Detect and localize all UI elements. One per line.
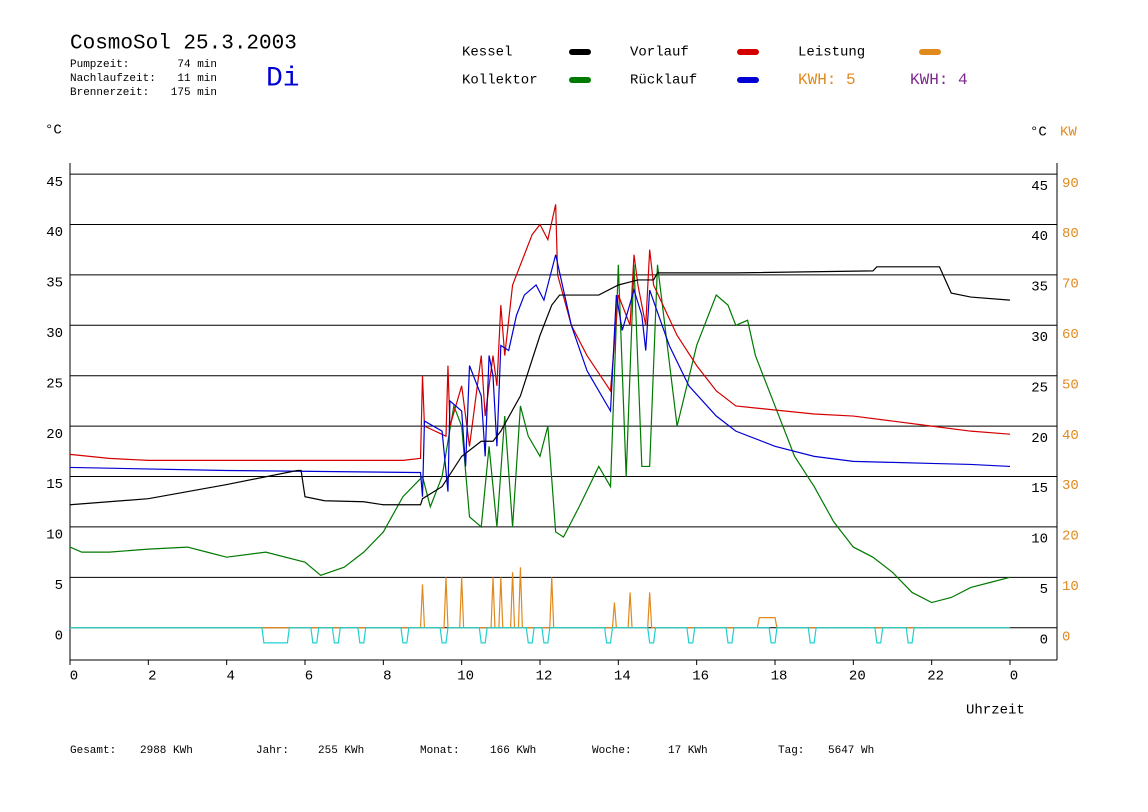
x-tick-label: 16 [692,669,709,685]
y-tick-label: 20 [46,427,63,443]
y-axis-label: °C [45,123,62,139]
y-tick-label: 40 [46,225,63,241]
legend-label: Vorlauf [630,45,689,61]
kwh-label: KWH: 4 [910,71,968,89]
legend-label: Kessel [462,45,512,61]
y2-tick-label: 0 [1062,629,1070,645]
series-line [70,567,1010,629]
kwh-label: KWH: 5 [798,71,856,89]
y-tick-label: 45 [46,175,63,191]
info-label: Nachlaufzeit: [70,73,156,85]
y2-tick-label: 70 [1062,277,1079,293]
y-tick-label: 15 [46,477,63,493]
weekday: Di [266,63,300,94]
y-tick-label: 35 [46,276,63,292]
series-line [69,264,1011,604]
y2-tick-label: 90 [1062,176,1079,192]
footer-label: Woche: [592,745,632,757]
info-value: 11 min [177,73,217,85]
x-tick-label: 4 [226,669,234,685]
x-tick-label: 14 [614,669,631,685]
x-tick-label: 22 [927,669,944,685]
y-tick-label: 30 [46,326,63,342]
info-value: 175 min [171,87,217,99]
legend-label: Kollektor [462,73,538,89]
footer-label: Jahr: [256,745,289,757]
x-tick-label: 12 [536,669,553,685]
y-tick-label-right: 15 [1031,481,1048,497]
y-tick-label-right: 20 [1031,431,1048,447]
x-tick-label: 0 [1010,669,1018,685]
y-tick-label: 10 [46,528,63,544]
x-tick-label: 2 [148,669,156,685]
y2-tick-label: 10 [1062,579,1079,595]
y-tick-label: 25 [46,376,63,392]
y2-tick-label: 60 [1062,327,1079,343]
info-value: 74 min [177,59,217,71]
y-tick-label-right: 40 [1031,229,1048,245]
footer-label: Tag: [778,745,804,757]
x-tick-label: 20 [849,669,866,685]
y2-tick-label: 30 [1062,478,1079,494]
chart-title: CosmoSol 25.3.2003 [70,33,297,56]
y2-tick-label: 40 [1062,428,1079,444]
footer-value: 2988 KWh [140,745,193,757]
x-tick-label: 6 [305,669,313,685]
y2-axis-label: KW [1060,125,1077,141]
x-axis-label: Uhrzeit [966,703,1025,719]
x-tick-label: 18 [771,669,788,685]
legend-label: Rücklauf [630,73,697,89]
y2-tick-label: 80 [1062,226,1079,242]
footer-label: Monat: [420,745,460,757]
footer-value: 255 KWh [318,745,364,757]
x-tick-label: 8 [383,669,391,685]
series-line [70,627,1010,644]
y-tick-label-right: 10 [1031,532,1048,548]
x-tick-label: 0 [70,669,78,685]
y-axis-label-right: °C [1030,125,1047,141]
series-line [69,266,1011,506]
footer-value: 166 KWh [490,745,536,757]
y2-tick-label: 50 [1062,377,1079,393]
info-label: Brennerzeit: [70,87,149,99]
footer-label: Gesamt: [70,745,116,757]
footer-value: 17 KWh [668,745,708,757]
y-tick-label-right: 45 [1031,179,1048,195]
y-tick-label-right: 30 [1031,330,1048,346]
info-label: Pumpzeit: [70,59,129,71]
y-tick-label: 0 [55,628,63,644]
footer-value: 5647 Wh [828,745,874,757]
x-tick-label: 10 [457,669,474,685]
y-tick-label-right: 25 [1031,380,1048,396]
legend-label: Leistung [798,45,865,61]
series-line [69,204,1011,461]
y-tick-label-right: 35 [1031,280,1048,296]
y2-tick-label: 20 [1062,529,1079,545]
y-tick-label-right: 0 [1040,632,1048,648]
y-tick-label-right: 5 [1040,582,1048,598]
y-tick-label: 5 [55,578,63,594]
